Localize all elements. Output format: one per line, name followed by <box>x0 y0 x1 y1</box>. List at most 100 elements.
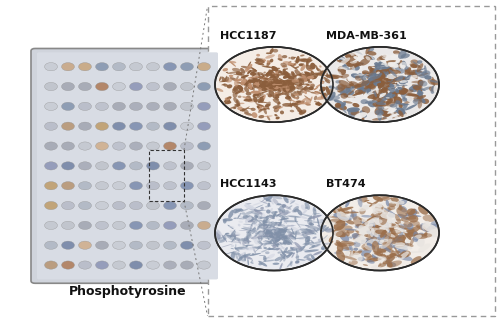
Ellipse shape <box>320 93 326 97</box>
Ellipse shape <box>362 82 372 89</box>
Ellipse shape <box>264 82 268 85</box>
Ellipse shape <box>362 74 369 82</box>
Ellipse shape <box>247 88 250 89</box>
Ellipse shape <box>371 96 378 99</box>
Ellipse shape <box>388 229 402 234</box>
Ellipse shape <box>258 261 267 267</box>
Ellipse shape <box>235 244 236 250</box>
Ellipse shape <box>262 81 266 87</box>
Ellipse shape <box>362 70 369 75</box>
Ellipse shape <box>310 71 314 76</box>
Ellipse shape <box>296 56 300 64</box>
Circle shape <box>130 102 142 110</box>
Ellipse shape <box>234 80 238 87</box>
Ellipse shape <box>252 83 257 86</box>
Ellipse shape <box>224 97 230 100</box>
Ellipse shape <box>255 80 258 85</box>
Ellipse shape <box>272 82 276 86</box>
Ellipse shape <box>342 247 351 251</box>
Ellipse shape <box>257 83 260 86</box>
Ellipse shape <box>306 60 308 67</box>
Ellipse shape <box>276 234 280 238</box>
Ellipse shape <box>360 226 370 235</box>
Circle shape <box>62 122 74 130</box>
Ellipse shape <box>416 225 428 231</box>
Ellipse shape <box>272 263 280 265</box>
Ellipse shape <box>364 55 372 60</box>
Ellipse shape <box>394 100 400 104</box>
Ellipse shape <box>386 92 396 99</box>
Ellipse shape <box>257 246 261 248</box>
Ellipse shape <box>276 229 280 232</box>
Ellipse shape <box>384 242 390 245</box>
Ellipse shape <box>402 61 406 69</box>
Ellipse shape <box>222 218 233 221</box>
Ellipse shape <box>386 98 393 105</box>
Ellipse shape <box>276 239 280 241</box>
Ellipse shape <box>270 84 277 85</box>
Ellipse shape <box>398 214 409 220</box>
Ellipse shape <box>366 55 375 60</box>
Ellipse shape <box>238 78 242 81</box>
Ellipse shape <box>425 225 434 232</box>
Ellipse shape <box>260 93 264 96</box>
Ellipse shape <box>360 234 371 241</box>
Ellipse shape <box>375 231 380 235</box>
Ellipse shape <box>253 236 258 244</box>
Circle shape <box>164 142 176 150</box>
Ellipse shape <box>265 230 278 233</box>
Ellipse shape <box>272 85 276 87</box>
Ellipse shape <box>266 228 271 234</box>
Ellipse shape <box>361 239 368 244</box>
Ellipse shape <box>380 215 386 221</box>
Ellipse shape <box>428 231 440 237</box>
Ellipse shape <box>285 96 291 100</box>
Ellipse shape <box>348 95 355 98</box>
Ellipse shape <box>270 227 278 231</box>
Ellipse shape <box>375 86 379 89</box>
Ellipse shape <box>282 85 290 93</box>
Ellipse shape <box>265 102 271 108</box>
Ellipse shape <box>367 202 372 204</box>
Ellipse shape <box>260 84 264 86</box>
Ellipse shape <box>378 108 387 114</box>
Ellipse shape <box>237 107 242 110</box>
Ellipse shape <box>278 211 283 213</box>
Ellipse shape <box>263 242 268 247</box>
Ellipse shape <box>258 80 266 84</box>
Ellipse shape <box>286 252 292 259</box>
Ellipse shape <box>272 68 280 71</box>
Ellipse shape <box>400 206 407 212</box>
Ellipse shape <box>389 84 394 88</box>
Ellipse shape <box>254 215 258 218</box>
Ellipse shape <box>275 95 280 99</box>
Ellipse shape <box>381 231 388 238</box>
Ellipse shape <box>378 224 383 234</box>
Ellipse shape <box>365 239 379 247</box>
Ellipse shape <box>422 72 426 73</box>
Ellipse shape <box>334 104 345 109</box>
Ellipse shape <box>284 82 288 87</box>
Ellipse shape <box>414 211 420 214</box>
Ellipse shape <box>254 80 258 84</box>
Circle shape <box>44 63 58 71</box>
Ellipse shape <box>268 234 274 238</box>
Ellipse shape <box>395 60 400 63</box>
Ellipse shape <box>378 82 382 86</box>
Ellipse shape <box>370 211 388 219</box>
Ellipse shape <box>375 229 388 234</box>
Ellipse shape <box>290 234 296 240</box>
Ellipse shape <box>362 81 368 85</box>
Ellipse shape <box>261 243 274 245</box>
Ellipse shape <box>295 203 299 205</box>
Ellipse shape <box>259 201 270 204</box>
Circle shape <box>130 63 142 71</box>
Ellipse shape <box>338 207 353 211</box>
Ellipse shape <box>407 223 414 230</box>
Ellipse shape <box>306 233 313 235</box>
Ellipse shape <box>334 85 344 90</box>
Ellipse shape <box>262 222 266 226</box>
Ellipse shape <box>288 205 292 209</box>
Ellipse shape <box>264 85 276 89</box>
Ellipse shape <box>264 231 273 234</box>
